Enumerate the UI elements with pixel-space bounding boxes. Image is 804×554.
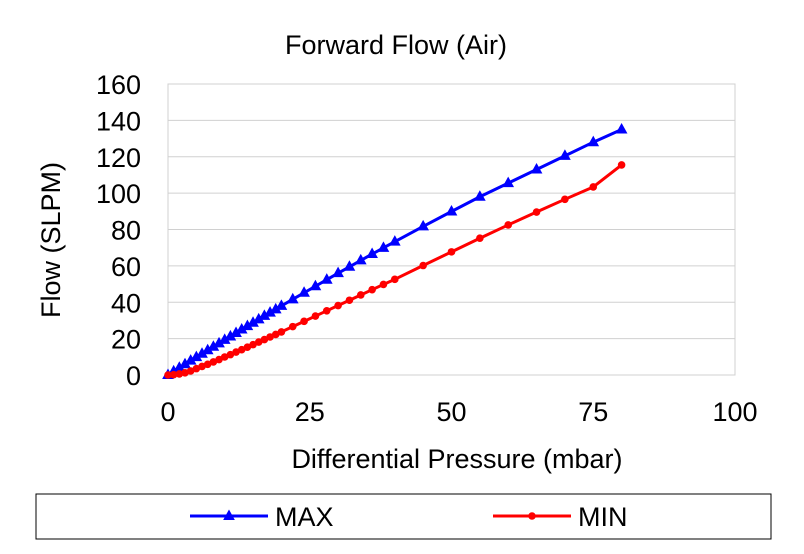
y-tick-label: 20 [111, 325, 141, 355]
x-axis-label: Differential Pressure (mbar) [291, 444, 622, 474]
y-axis-label: Flow (SLPM) [36, 162, 66, 318]
data-point-min [271, 330, 280, 339]
data-point-max [366, 247, 378, 259]
data-point-min [356, 291, 365, 299]
x-tick-label: 100 [712, 397, 757, 427]
data-point-min [237, 345, 246, 354]
data-point-max [530, 162, 543, 174]
legend-marker-max [223, 509, 235, 520]
data-point-max [298, 286, 310, 297]
data-point-max [388, 235, 401, 246]
data-point-min [288, 322, 297, 331]
chart-title: Forward Flow (Air) [285, 30, 507, 60]
data-point-max [445, 204, 458, 216]
y-tick-label: 100 [96, 179, 141, 209]
data-point-min [617, 161, 626, 169]
data-point-min [175, 370, 184, 378]
data-point-min [345, 296, 354, 305]
data-point-max [309, 279, 322, 291]
data-point-max [559, 149, 571, 160]
data-point-min [277, 328, 286, 336]
data-point-max [320, 273, 333, 284]
data-point-max [474, 190, 486, 201]
data-point-min [254, 338, 263, 346]
data-point-min [532, 208, 541, 216]
legend-item-max: MAX [190, 502, 334, 532]
data-point-min [243, 343, 252, 351]
data-point-min [300, 317, 308, 326]
data-point-min [391, 275, 399, 284]
data-point-min [249, 340, 257, 349]
legend [35, 493, 772, 540]
x-tick-label: 0 [160, 397, 175, 427]
data-point-max [417, 219, 429, 231]
data-point-min [169, 370, 178, 379]
data-point-max [354, 253, 367, 265]
data-point-min [226, 350, 235, 359]
legend-item-min: MIN [493, 502, 628, 532]
y-tick-label: 140 [96, 106, 141, 136]
data-point-min [311, 312, 320, 320]
y-tick-label: 60 [111, 252, 141, 282]
y-tick-label: 160 [96, 70, 141, 100]
data-point-min [419, 261, 427, 270]
legend-label-max: MAX [275, 502, 334, 532]
data-point-min [447, 248, 456, 256]
data-point-max [343, 260, 356, 271]
x-tick-label: 25 [295, 397, 325, 427]
series-min [164, 161, 626, 379]
data-point-max [615, 122, 628, 134]
data-point-min [266, 333, 274, 341]
y-tick-label: 80 [111, 216, 141, 246]
data-point-max [377, 241, 390, 252]
data-point-min [504, 221, 512, 229]
data-point-min [334, 301, 342, 310]
data-point-min [322, 306, 331, 315]
x-tick-label: 75 [578, 397, 608, 427]
legend-marker-min [528, 512, 536, 520]
data-point-max [275, 299, 288, 310]
data-point-max [502, 176, 515, 188]
y-tick-label: 0 [126, 361, 141, 391]
data-point-min [164, 371, 172, 379]
data-point-min [561, 195, 569, 204]
legend-label-min: MIN [578, 502, 628, 532]
data-point-min [260, 335, 269, 344]
y-tick-label: 40 [111, 288, 141, 318]
data-point-min [476, 234, 484, 243]
data-point-min [379, 280, 388, 289]
y-tick-label: 120 [96, 143, 141, 173]
data-point-min [589, 183, 598, 191]
data-point-min [368, 285, 376, 294]
data-point-max [332, 266, 344, 278]
data-point-max [286, 292, 299, 304]
data-point-max [587, 135, 600, 147]
series-max [162, 122, 628, 379]
data-point-min [215, 355, 223, 364]
x-tick-label: 50 [436, 397, 466, 427]
